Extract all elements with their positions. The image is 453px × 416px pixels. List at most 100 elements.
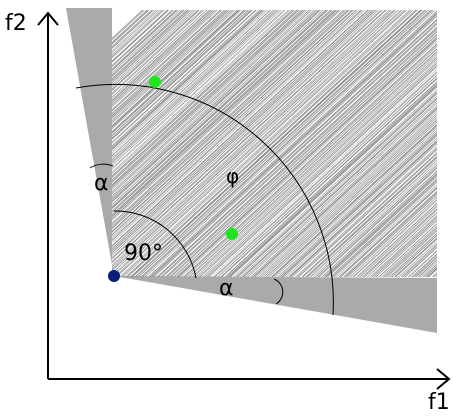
hatch-stroke bbox=[211, 68, 437, 277]
hatch-stroke bbox=[214, 72, 437, 277]
hatch-stroke bbox=[147, 10, 437, 277]
hatch-stroke bbox=[112, 10, 379, 256]
hatch-stroke bbox=[307, 157, 437, 277]
x-axis-label: f1 bbox=[428, 390, 450, 415]
hatch-stroke bbox=[195, 54, 437, 277]
hatch-stroke bbox=[327, 175, 437, 277]
hatch-stroke bbox=[331, 179, 437, 277]
hatch-stroke bbox=[112, 10, 253, 140]
hatch-stroke bbox=[371, 216, 437, 277]
hatch-stroke bbox=[338, 186, 437, 277]
hatch-stroke bbox=[435, 275, 437, 277]
hatch-stroke bbox=[134, 10, 426, 277]
hatch-stroke bbox=[389, 232, 437, 277]
hatch-stroke bbox=[112, 10, 245, 133]
hatch-stroke bbox=[112, 10, 310, 193]
hatch-stroke bbox=[112, 10, 392, 268]
hatch-stroke bbox=[121, 10, 412, 277]
hatch-stroke bbox=[272, 125, 437, 277]
hatch-stroke bbox=[242, 97, 437, 277]
hatch-stroke bbox=[112, 10, 256, 143]
hatch-stroke bbox=[112, 10, 324, 206]
hatch-stroke bbox=[433, 273, 437, 277]
hatch-stroke bbox=[349, 196, 437, 277]
hatch-stroke bbox=[250, 105, 437, 277]
hatch-stroke bbox=[358, 204, 437, 277]
hatch-stroke bbox=[112, 10, 203, 94]
hatch-stroke bbox=[285, 137, 437, 277]
phi-arc bbox=[75, 83, 334, 316]
hatch-stroke bbox=[321, 170, 437, 277]
hatch-stroke bbox=[302, 153, 437, 277]
hatch-stroke bbox=[112, 10, 289, 173]
hatch-stroke bbox=[112, 10, 275, 161]
alpha-left-label: α bbox=[94, 171, 109, 196]
hatch-stroke bbox=[366, 212, 437, 277]
hatch-stroke bbox=[112, 10, 246, 134]
hatch-stroke bbox=[245, 100, 437, 277]
hatch-stroke bbox=[438, 10, 453, 277]
hatch-stroke bbox=[112, 10, 228, 117]
hatch-stroke bbox=[112, 10, 302, 186]
hatch-stroke bbox=[112, 10, 169, 62]
hatch-stroke bbox=[333, 181, 437, 277]
hatch-stroke bbox=[112, 10, 383, 260]
hatch-stroke bbox=[112, 10, 346, 226]
hatch-stroke bbox=[112, 10, 181, 74]
hatch-stroke bbox=[112, 10, 161, 56]
hatch-stroke bbox=[112, 10, 350, 230]
alpha-arc-left bbox=[89, 163, 114, 169]
hatch-stroke bbox=[233, 89, 437, 277]
hatch-stroke bbox=[340, 187, 437, 277]
hatch-stroke bbox=[447, 10, 453, 277]
hatch-stroke bbox=[131, 10, 423, 277]
hatch-stroke bbox=[298, 149, 437, 277]
hatch-stroke bbox=[112, 10, 369, 247]
hatch-stroke bbox=[235, 91, 437, 277]
hatch-stroke bbox=[112, 10, 194, 86]
hatch-stroke bbox=[213, 71, 437, 277]
hatch-stroke bbox=[440, 10, 453, 277]
hatch-stroke bbox=[112, 10, 216, 106]
hatch-stroke bbox=[112, 10, 235, 124]
phi-label: φ bbox=[226, 164, 239, 188]
hatch-stroke bbox=[343, 190, 437, 277]
hatch-stroke bbox=[220, 77, 437, 277]
hatch-stroke bbox=[112, 10, 212, 102]
hatch-stroke bbox=[162, 23, 437, 277]
hatch-stroke bbox=[112, 10, 394, 270]
hatch-stroke bbox=[112, 10, 263, 149]
hatch-stroke bbox=[375, 219, 437, 277]
hatch-stroke bbox=[112, 10, 177, 70]
hatch-stroke bbox=[112, 10, 238, 127]
hatch-stroke bbox=[112, 10, 335, 216]
hatch-stroke bbox=[112, 10, 382, 259]
hatch-stroke bbox=[112, 10, 359, 238]
hatch-stroke bbox=[112, 10, 221, 110]
hatch-stroke bbox=[325, 173, 437, 277]
hatch-stroke bbox=[112, 10, 363, 241]
hatch-stroke bbox=[323, 172, 437, 277]
hatch-stroke bbox=[315, 164, 437, 277]
hatch-stroke bbox=[137, 10, 429, 277]
hatch-stroke bbox=[318, 167, 437, 277]
hatch-stroke bbox=[254, 108, 437, 277]
hatch-stroke bbox=[291, 143, 437, 277]
hatch-stroke bbox=[353, 200, 437, 277]
hatch-stroke bbox=[112, 10, 372, 250]
hatch-stroke bbox=[112, 10, 210, 101]
hatch-stroke bbox=[247, 102, 437, 277]
hatch-stroke bbox=[112, 10, 304, 187]
hatch-stroke bbox=[112, 10, 222, 112]
hatch-stroke bbox=[277, 130, 437, 277]
hatch-stroke bbox=[237, 92, 437, 277]
hatch-stroke bbox=[112, 10, 185, 77]
right-angle-arc bbox=[113, 210, 197, 279]
hatch-stroke bbox=[158, 19, 437, 277]
hatch-stroke bbox=[347, 193, 437, 277]
hatch-stroke bbox=[112, 10, 306, 189]
hatch-stroke bbox=[112, 10, 208, 98]
hatch-stroke bbox=[112, 10, 386, 263]
hatch-stroke bbox=[444, 10, 453, 277]
hatch-stroke bbox=[112, 10, 341, 221]
